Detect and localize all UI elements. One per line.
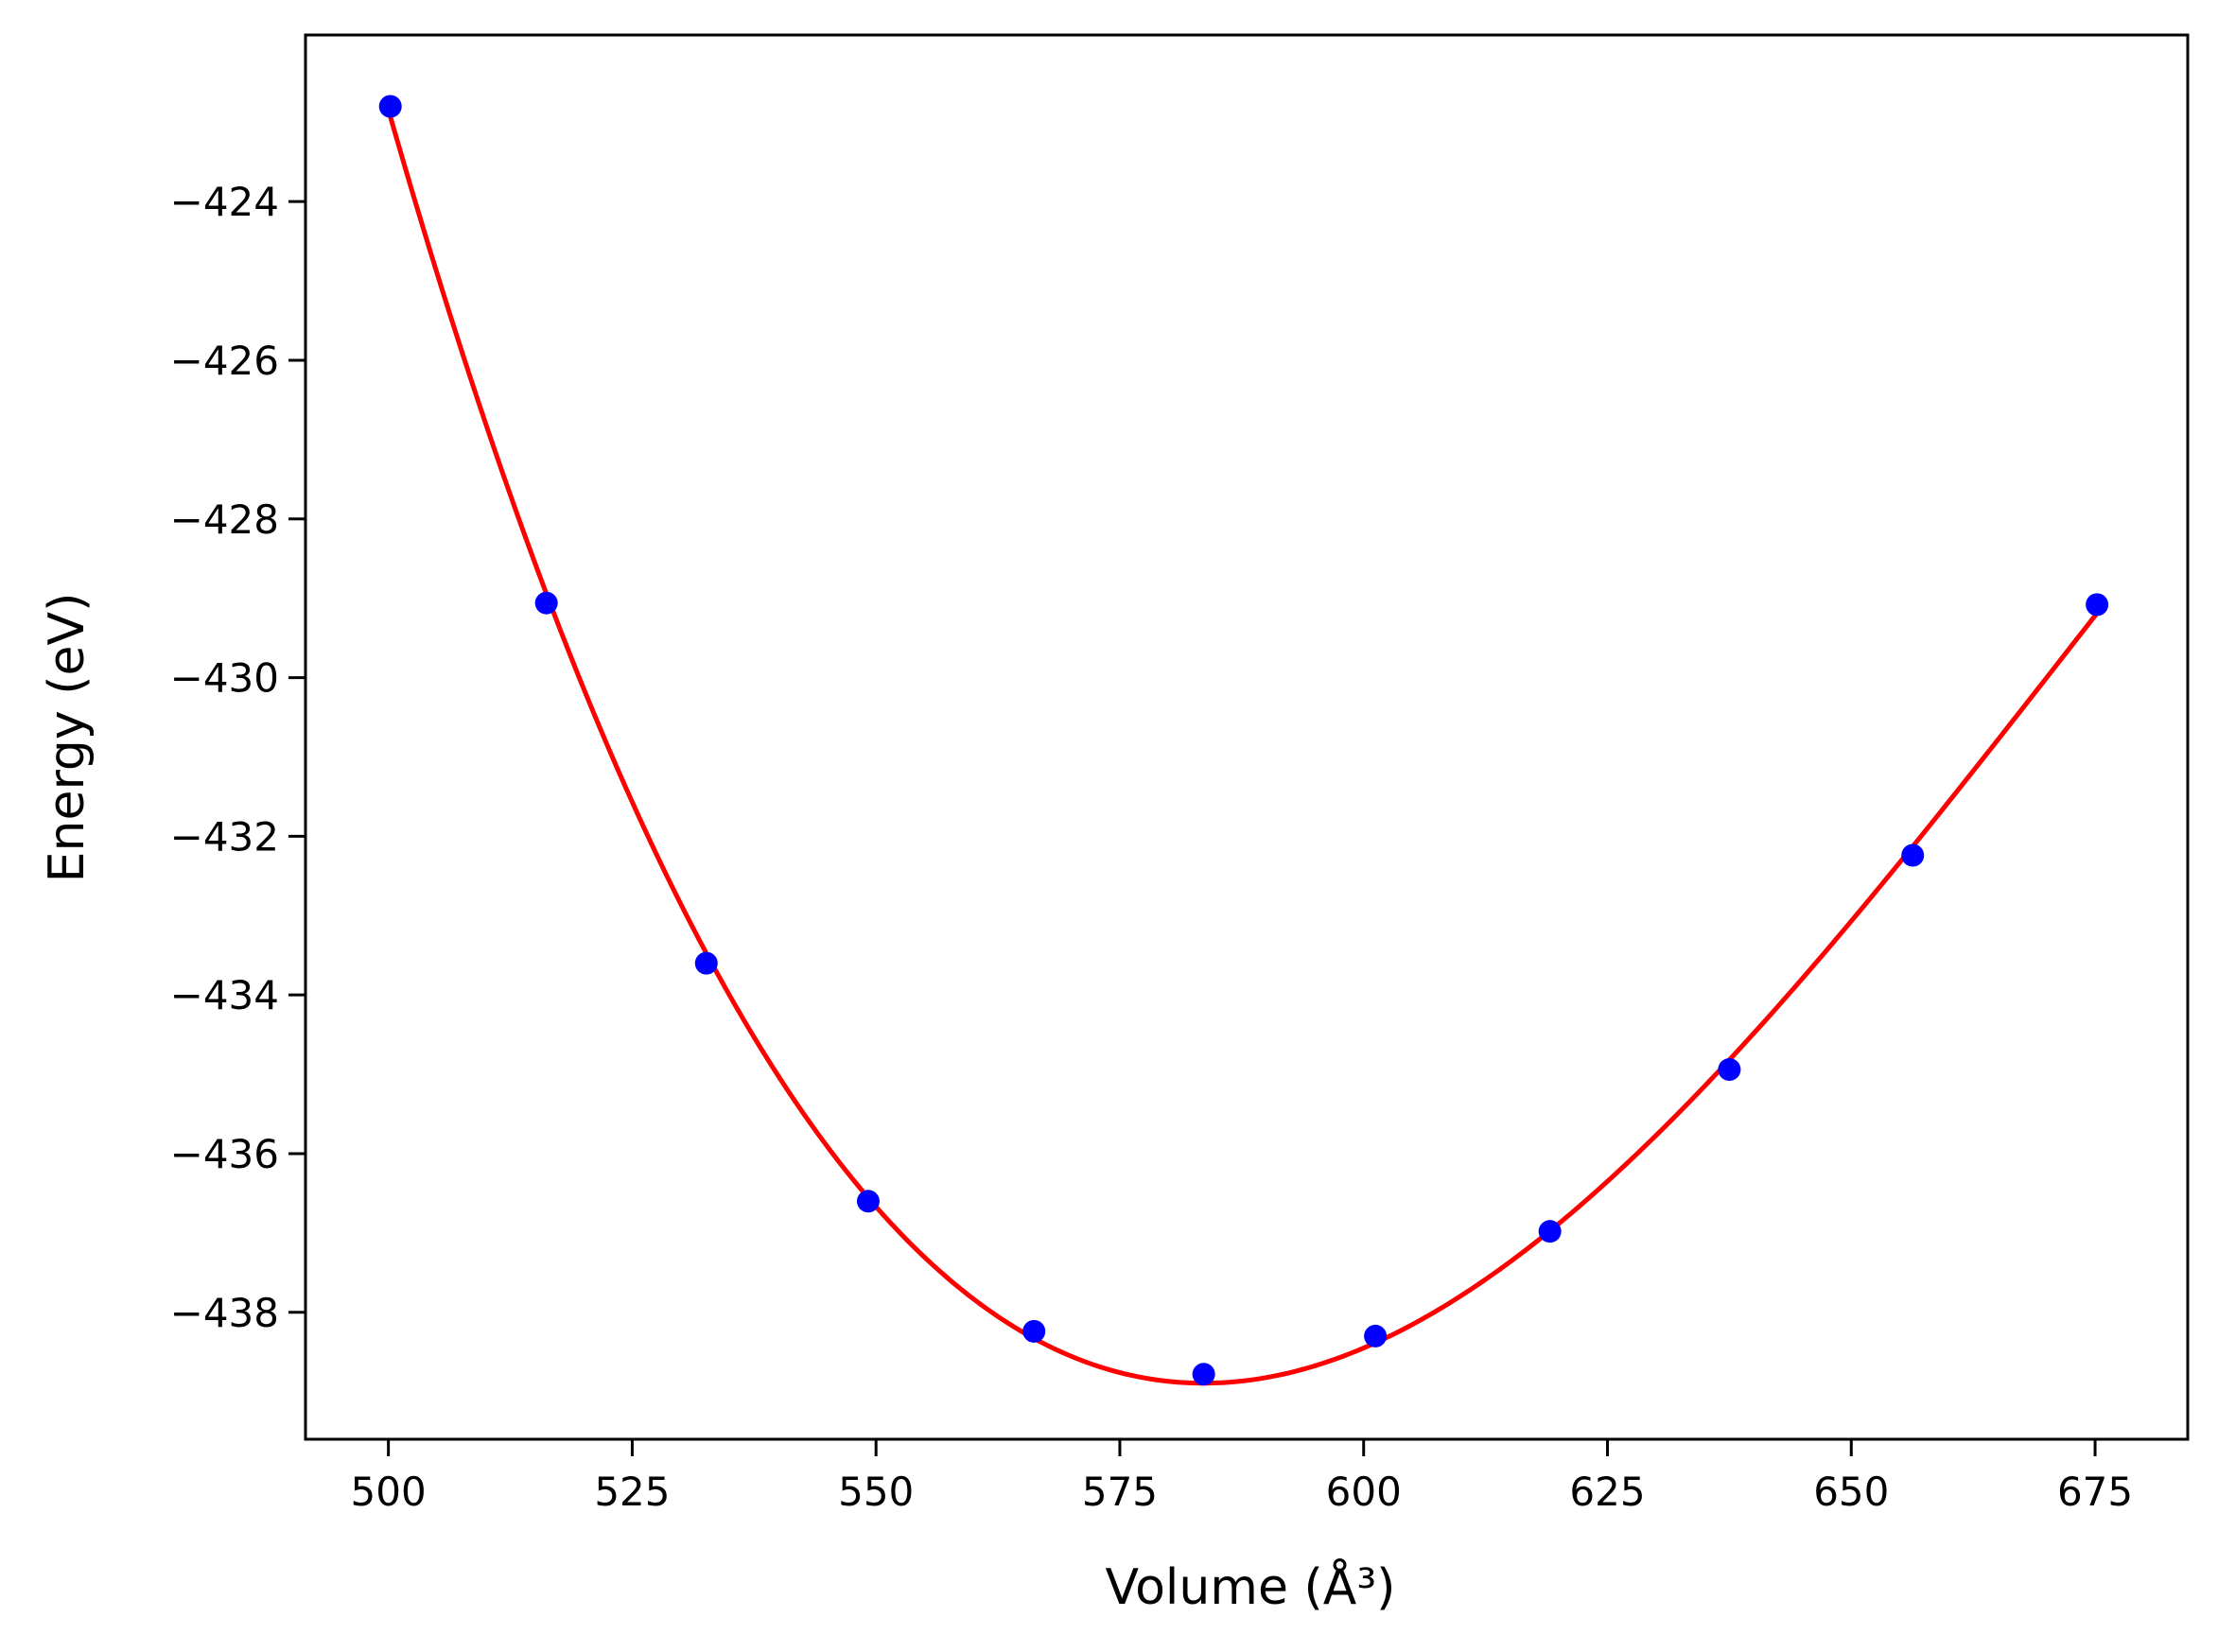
- y-tick-label: −436: [170, 1131, 279, 1177]
- x-axis-title: Volume (Å³): [1106, 1557, 1396, 1616]
- x-tick-label: 525: [594, 1469, 670, 1515]
- y-tick-label: −426: [170, 338, 279, 384]
- x-ticks: 500 525 550 575 600 625 650 675: [351, 1439, 2133, 1515]
- y-tick-label: −424: [170, 179, 279, 225]
- x-tick-label: 625: [1569, 1469, 1645, 1515]
- data-point: [1364, 1324, 1388, 1348]
- data-point: [1192, 1363, 1215, 1386]
- data-point: [1718, 1058, 1741, 1082]
- fit-curve: [388, 113, 2100, 1386]
- data-point: [378, 95, 402, 118]
- y-axis-title: Energy (eV): [39, 593, 96, 883]
- x-tick-label: 675: [2057, 1469, 2133, 1515]
- y-tick-label: −438: [170, 1290, 279, 1336]
- x-tick-label: 575: [1082, 1469, 1158, 1515]
- data-point: [1901, 843, 1925, 867]
- data-point: [1538, 1220, 1562, 1243]
- data-point: [2086, 593, 2109, 617]
- x-tick-label: 500: [351, 1469, 427, 1515]
- y-tick-label: −428: [170, 496, 279, 543]
- x-tick-label: 650: [1813, 1469, 1889, 1515]
- data-point: [1022, 1319, 1046, 1343]
- data-point: [534, 591, 558, 615]
- x-tick-label: 600: [1326, 1469, 1402, 1515]
- y-tick-label: −430: [170, 655, 279, 702]
- x-tick-label: 550: [838, 1469, 914, 1515]
- plot-frame: [304, 33, 2190, 1441]
- y-tick-label: −432: [170, 813, 279, 860]
- plot-area: [304, 33, 2190, 1441]
- y-ticks: −424 −426 −428 −430 −432 −434 −436 −438: [170, 179, 306, 1336]
- data-point: [856, 1190, 880, 1213]
- y-tick-label: −434: [170, 972, 279, 1018]
- data-point: [694, 951, 718, 975]
